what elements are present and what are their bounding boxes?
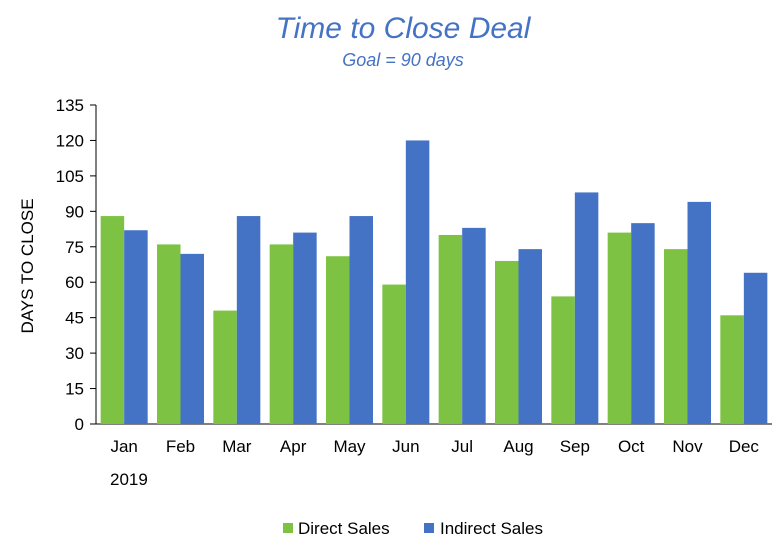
y-tick-label: 15 [65,380,84,399]
bar-direct-sales [720,315,744,424]
legend-label: Indirect Sales [440,519,543,538]
bar-indirect-sales [687,201,711,424]
bar-direct-sales [607,232,632,424]
bar-direct-sales [438,234,463,424]
bar-direct-sales [100,216,125,424]
bar-indirect-sales [293,232,317,424]
y-tick-label: 0 [75,415,84,434]
x-tick-label: Feb [166,437,195,456]
legend-swatch [424,523,434,533]
y-tick-label: 30 [65,344,84,363]
y-tick-label: 60 [65,273,84,292]
bar-direct-sales [551,296,575,424]
bar-direct-sales [213,310,237,424]
y-axis-title: DAYS TO CLOSE [18,198,37,333]
bar-direct-sales [269,244,294,424]
bar-indirect-sales [574,192,599,424]
plot-area: 0 15 30 45 60 75 90 105 120 135 Jan Feb Mar Apr May Jun… [56,96,772,456]
bar-indirect-sales [180,253,204,424]
y-tick-label: 75 [65,238,84,257]
x-tick-label: Jun [392,437,419,456]
bar-direct-sales [664,249,688,424]
x-tick-label: Nov [672,437,703,456]
bar-indirect-sales [743,272,768,424]
legend-label: Direct Sales [298,519,390,538]
bar-direct-sales [157,244,181,424]
legend: Direct Sales Indirect Sales [283,519,543,538]
bar-direct-sales [382,284,406,424]
y-tick-label: 45 [65,309,84,328]
y-tick-label: 135 [56,96,84,115]
x-tick-label: Jan [110,437,137,456]
bar-indirect-sales [124,230,148,424]
y-tick-label: 105 [56,167,84,186]
x-tick-label: Jul [451,437,473,456]
x-tick-label: Apr [280,437,307,456]
x-tick-label: Oct [618,437,645,456]
bar-indirect-sales [349,216,373,424]
bar-direct-sales [495,260,519,424]
x-tick-label: May [333,437,366,456]
legend-swatch [283,523,293,533]
bar-direct-sales [326,256,350,424]
bar-indirect-sales [518,249,542,424]
year-label: 2019 [110,470,148,489]
x-tick-label: Sep [560,437,590,456]
bar-indirect-sales [462,227,486,424]
chart-subtitle: Goal = 90 days [342,50,464,70]
bar-indirect-sales [236,216,261,424]
x-tick-label: Mar [222,437,252,456]
bar-indirect-sales [405,140,430,424]
bar-indirect-sales [631,223,655,424]
chart-title: Time to Close Deal [276,12,532,45]
y-tick-label: 90 [65,202,84,221]
y-tick-label: 120 [56,131,84,150]
x-tick-label: Aug [503,437,533,456]
x-tick-label: Dec [729,437,760,456]
